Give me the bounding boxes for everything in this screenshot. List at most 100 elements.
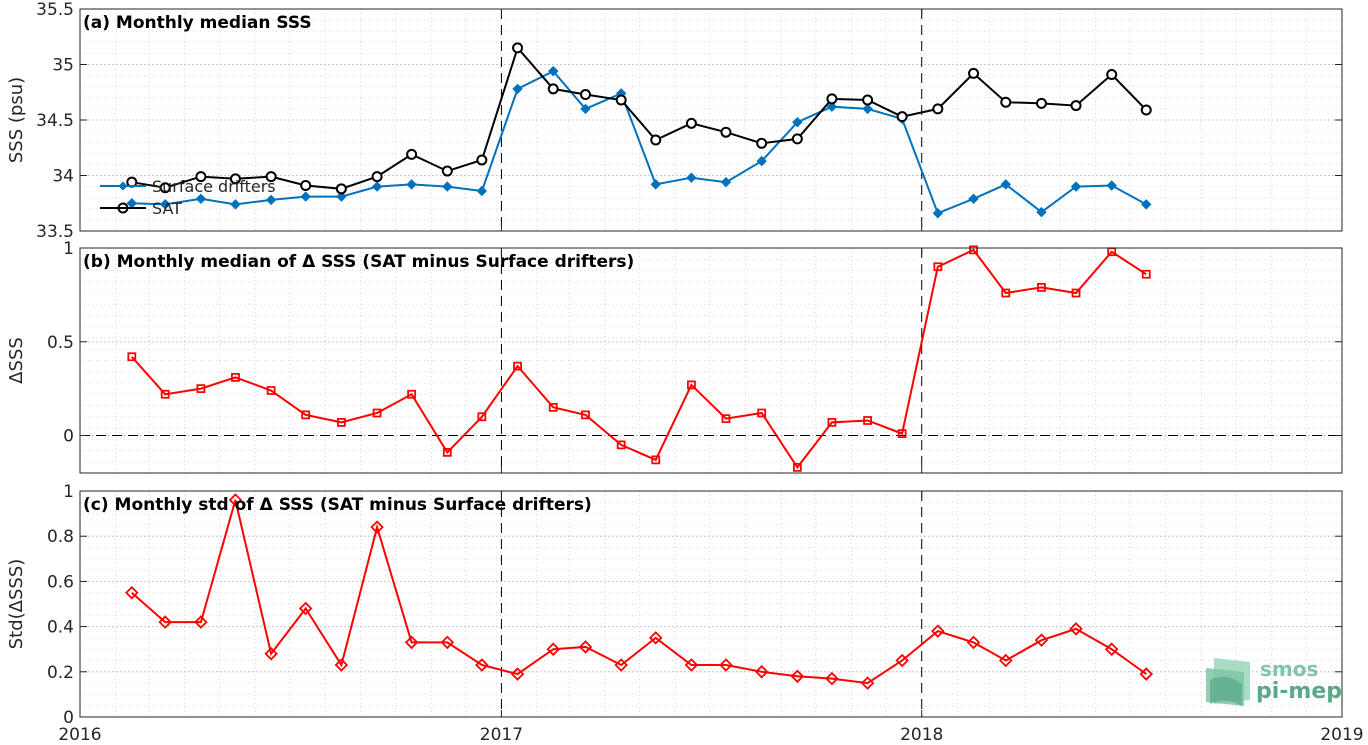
data-point — [687, 380, 696, 390]
data-point — [159, 182, 171, 194]
panel-b-monthly-median-delta-sss: 0 0.5 1 (b) Monthly median of Δ SSS (SAT m… — [6, 239, 1343, 474]
data-point — [862, 103, 873, 115]
data-point — [477, 412, 487, 422]
data-point — [298, 601, 313, 616]
data-point — [932, 103, 944, 115]
data-point — [897, 429, 907, 439]
data-point — [336, 417, 346, 427]
y-tick-label: 1 — [63, 482, 74, 502]
legend-sat-marker — [117, 202, 129, 214]
data-point — [895, 653, 909, 668]
data-point — [406, 179, 417, 190]
data-point — [229, 173, 241, 185]
data-point — [720, 176, 732, 188]
data-point — [231, 372, 240, 382]
data-point — [442, 447, 452, 457]
y-tick-label: 0.2 — [47, 663, 74, 683]
data-point — [404, 635, 419, 650]
logo-text-smos: smos — [1260, 657, 1318, 681]
data-point — [406, 148, 418, 160]
y-tick-label: 0.4 — [47, 618, 74, 638]
data-point — [933, 262, 943, 272]
data-point — [1106, 180, 1117, 191]
data-point — [792, 462, 802, 472]
data-point — [1001, 288, 1011, 298]
data-point — [370, 520, 384, 534]
data-point — [825, 671, 839, 686]
data-point — [265, 171, 277, 183]
data-point — [440, 635, 455, 650]
data-point — [1141, 199, 1152, 210]
data-point — [650, 134, 662, 146]
x-tick-label: 2018 — [900, 725, 943, 745]
panel-a-legend: Surface drifters SAT — [100, 177, 276, 218]
data-point — [1036, 206, 1047, 218]
data-point — [160, 199, 171, 210]
data-point — [442, 181, 453, 192]
data-point — [792, 117, 803, 128]
data-point — [441, 165, 453, 177]
data-point — [1140, 104, 1152, 116]
data-point — [580, 103, 591, 115]
data-point — [195, 171, 207, 183]
data-point — [686, 172, 697, 183]
data-point — [301, 410, 311, 420]
data-point — [578, 640, 593, 654]
data-point — [1070, 100, 1082, 112]
data-point — [546, 642, 561, 656]
panel-c-title: (c) Monthly std of Δ SSS (SAT minus Surf… — [83, 495, 592, 515]
y-tick-label: 34.5 — [36, 111, 74, 131]
data-point — [335, 183, 347, 195]
data-point — [757, 408, 767, 418]
data-point — [1035, 97, 1047, 109]
data-point — [1000, 96, 1012, 108]
data-point — [685, 117, 697, 129]
data-point — [1070, 181, 1082, 192]
data-point — [300, 191, 311, 202]
data-point — [826, 93, 838, 105]
data-point — [266, 386, 276, 395]
data-point — [300, 179, 312, 191]
data-point — [931, 624, 945, 638]
data-point — [476, 185, 488, 197]
data-point — [754, 665, 769, 679]
y-tick-label: 35.5 — [36, 0, 74, 20]
logo-text-pi-mep: pi-mep — [1256, 679, 1342, 704]
legend-sat-label: SAT — [152, 199, 182, 218]
data-point — [513, 361, 522, 371]
panel-a-title: (a) Monthly median SSS — [83, 13, 312, 33]
data-point — [827, 417, 837, 427]
data-point — [1141, 269, 1151, 279]
data-point — [969, 245, 978, 255]
data-point — [862, 94, 874, 106]
data-point — [968, 193, 979, 205]
data-point — [650, 179, 661, 190]
x-tick-label: 2019 — [1320, 725, 1363, 745]
data-point — [615, 94, 627, 106]
data-point — [372, 408, 382, 418]
data-point — [651, 455, 661, 465]
data-point — [614, 658, 628, 672]
data-point — [548, 65, 559, 77]
data-point — [228, 493, 243, 507]
data-point — [721, 414, 731, 424]
data-point — [719, 658, 733, 672]
data-point — [860, 676, 875, 690]
data-point — [158, 615, 172, 629]
data-point — [966, 635, 981, 650]
panel-b-series-line — [131, 248, 1147, 470]
panel-c-axes-frame — [79, 490, 1343, 718]
data-point — [998, 653, 1013, 668]
panel-a-series-line — [131, 45, 1148, 190]
y-tick-label: 0.8 — [47, 527, 74, 547]
data-point — [579, 88, 591, 100]
data-point — [548, 402, 558, 412]
panel-c-monthly-std-delta-sss: 0 0.2 0.4 0.6 0.8 1 (c) Monthly std of Δ SSS … — [6, 482, 1343, 728]
data-point — [1071, 288, 1081, 298]
data-point — [196, 384, 206, 394]
data-point — [371, 181, 383, 192]
data-point — [195, 193, 207, 205]
